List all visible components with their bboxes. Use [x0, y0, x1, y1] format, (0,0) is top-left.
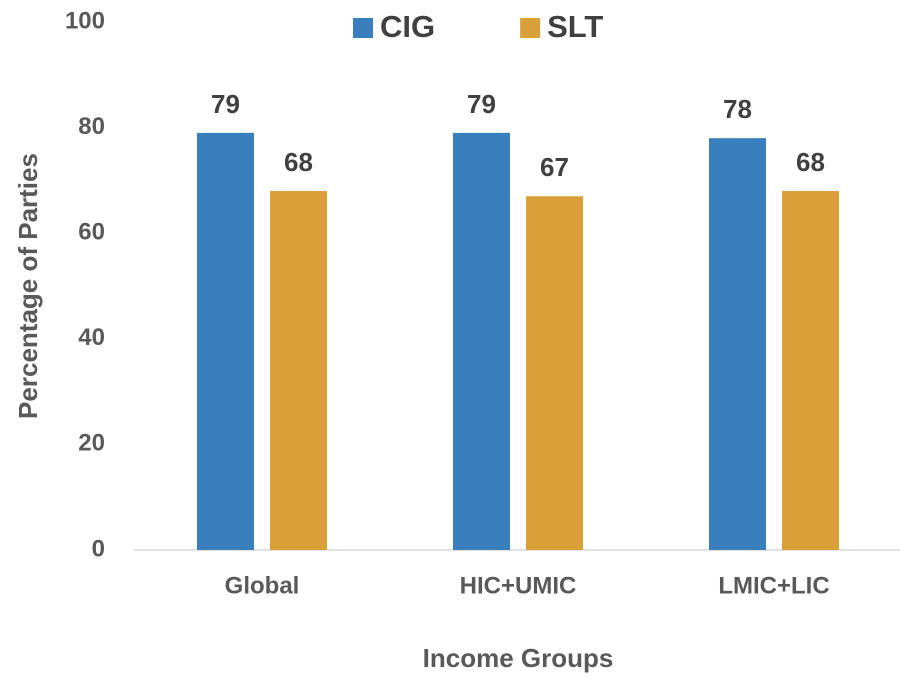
x-axis-title: Income Groups	[423, 643, 614, 673]
legend-label: SLT	[547, 9, 603, 44]
bar	[782, 190, 839, 550]
legend-swatch	[520, 18, 541, 38]
bar	[197, 132, 254, 550]
value-label: 78	[723, 94, 752, 124]
bar	[709, 138, 766, 550]
bar	[526, 196, 583, 551]
y-tick-label: 80	[78, 113, 105, 140]
value-label: 79	[211, 89, 240, 119]
x-tick-label: HIC+UMIC	[460, 572, 577, 599]
y-axis-title: Percentage of Parties	[13, 153, 43, 419]
value-label: 68	[284, 147, 313, 177]
value-label: 67	[540, 152, 569, 182]
x-tick-label: Global	[225, 572, 300, 599]
value-label: 68	[796, 147, 825, 177]
bar	[453, 132, 510, 550]
y-tick-label: 60	[78, 219, 105, 246]
legend-label: CIG	[380, 9, 435, 44]
y-tick-label: 0	[92, 535, 105, 562]
legend-swatch	[353, 18, 373, 38]
bar	[270, 190, 327, 550]
x-tick-label: LMIC+LIC	[718, 572, 829, 599]
y-tick-label: 20	[78, 430, 105, 457]
y-tick-label: 40	[78, 324, 105, 351]
y-tick-label: 100	[65, 7, 105, 34]
value-label: 79	[467, 89, 496, 119]
